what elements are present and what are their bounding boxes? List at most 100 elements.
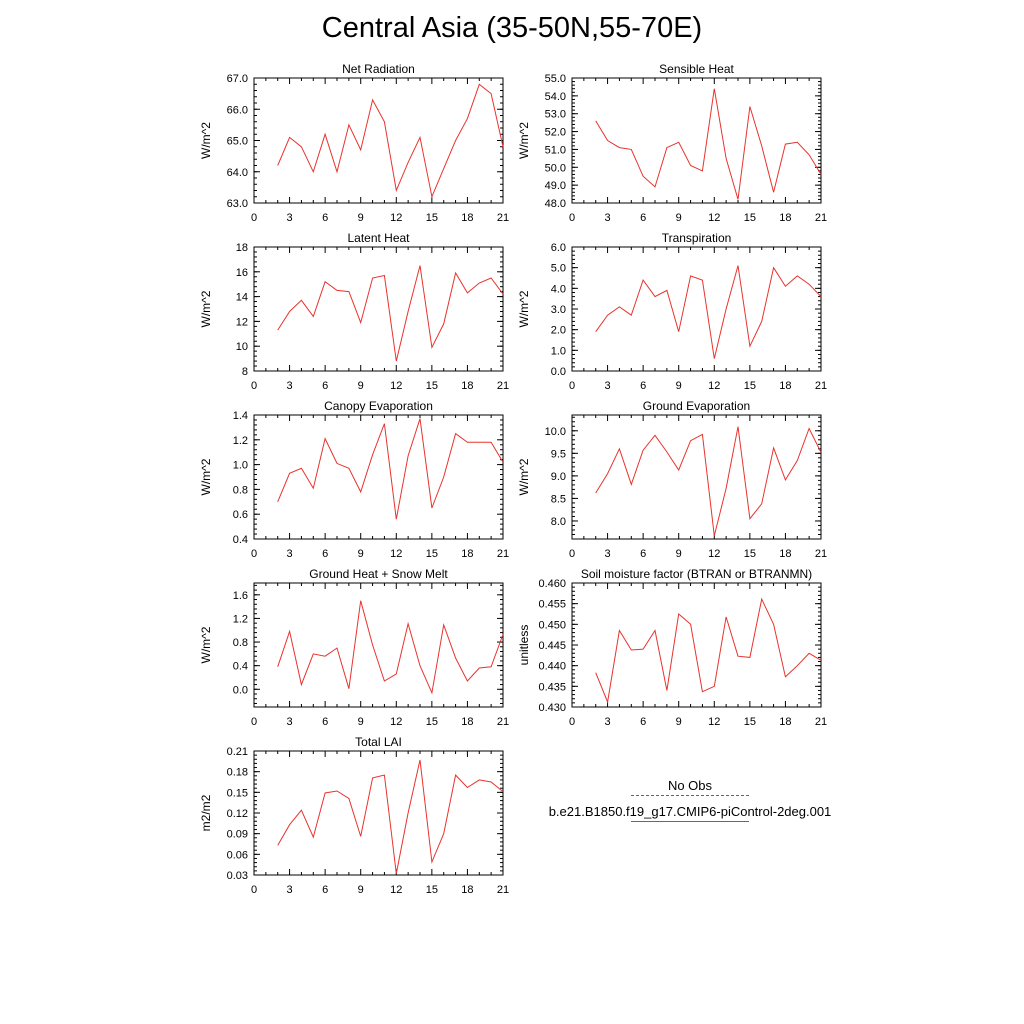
x-tick-label: 6 bbox=[640, 380, 646, 392]
y-tick-label: 1.0 bbox=[551, 345, 566, 357]
y-tick-label: 0.21 bbox=[227, 746, 248, 758]
y-tick-label: 0.0 bbox=[233, 684, 248, 696]
y-tick-label: 0.4 bbox=[233, 661, 248, 673]
x-tick-label: 18 bbox=[461, 380, 473, 392]
y-tick-label: 1.2 bbox=[233, 435, 248, 447]
y-tick-label: 0.440 bbox=[538, 661, 566, 673]
y-tick-label: 0.4 bbox=[233, 534, 248, 546]
y-tick-label: 8 bbox=[242, 366, 248, 378]
series-line bbox=[595, 265, 822, 359]
legend-obs-line bbox=[631, 795, 749, 796]
y-axis-label: m2/m2 bbox=[199, 794, 213, 831]
panel-title: Soil moisture factor (BTRAN or BTRANMN) bbox=[581, 567, 812, 581]
x-tick-label: 9 bbox=[676, 212, 682, 224]
panel-0: Net Radiation W/m^2 0 3 6 9 12 15 18 21 63.0 64.0 65… bbox=[199, 62, 509, 224]
plot-frame bbox=[253, 582, 504, 708]
y-axis-label: W/m^2 bbox=[517, 290, 531, 327]
y-tick-label: 0.6 bbox=[233, 509, 248, 521]
x-tick-label: 9 bbox=[358, 548, 364, 560]
x-tick-label: 18 bbox=[461, 884, 473, 896]
y-tick-label: 8.0 bbox=[551, 516, 566, 528]
panel-4: Canopy Evaporation W/m^2 0 3 6 9 12 15 18 21 0.4 0.… bbox=[199, 399, 509, 560]
panel-title: Ground Heat + Snow Melt bbox=[309, 567, 448, 581]
x-tick-label: 0 bbox=[569, 716, 575, 728]
x-tick-label: 21 bbox=[497, 380, 509, 392]
y-tick-label: 6.0 bbox=[551, 242, 566, 254]
y-axis-label: W/m^2 bbox=[199, 290, 213, 327]
y-tick-label: 10.0 bbox=[545, 426, 566, 438]
y-tick-label: 1.0 bbox=[233, 460, 248, 472]
series-line bbox=[277, 418, 504, 520]
x-tick-label: 12 bbox=[390, 548, 402, 560]
x-tick-label: 18 bbox=[779, 380, 791, 392]
y-tick-label: 5.0 bbox=[551, 263, 566, 275]
x-tick-label: 6 bbox=[322, 212, 328, 224]
x-tick-label: 21 bbox=[815, 716, 827, 728]
x-tick-label: 21 bbox=[497, 212, 509, 224]
series-line bbox=[277, 759, 504, 874]
y-tick-label: 1.4 bbox=[233, 410, 248, 422]
x-tick-label: 0 bbox=[569, 380, 575, 392]
y-tick-label: 0.12 bbox=[227, 808, 248, 820]
x-tick-label: 18 bbox=[779, 212, 791, 224]
y-tick-label: 65.0 bbox=[227, 136, 248, 148]
y-tick-label: 16 bbox=[236, 267, 248, 279]
x-tick-label: 3 bbox=[605, 212, 611, 224]
y-tick-label: 64.0 bbox=[227, 167, 248, 179]
panel-title: Latent Heat bbox=[347, 231, 410, 245]
panel-title: Sensible Heat bbox=[659, 62, 734, 76]
series-line bbox=[595, 426, 822, 536]
x-tick-label: 12 bbox=[390, 380, 402, 392]
x-tick-label: 3 bbox=[287, 884, 293, 896]
x-tick-label: 21 bbox=[497, 548, 509, 560]
y-tick-label: 52.0 bbox=[545, 127, 566, 139]
x-tick-label: 15 bbox=[426, 380, 438, 392]
y-tick-label: 66.0 bbox=[227, 104, 248, 116]
y-tick-label: 67.0 bbox=[227, 73, 248, 85]
x-tick-label: 6 bbox=[640, 548, 646, 560]
panel-8: Total LAI m2/m2 0 3 6 9 12 15 18 21 0.03 0.06 0.09 0.… bbox=[199, 735, 509, 896]
x-tick-label: 18 bbox=[461, 716, 473, 728]
y-tick-label: 0.435 bbox=[538, 681, 566, 693]
series-line bbox=[277, 600, 504, 695]
y-tick-label: 2.0 bbox=[551, 325, 566, 337]
x-tick-label: 6 bbox=[322, 380, 328, 392]
panel-1: Sensible Heat W/m^2 0 3 6 9 12 15 18 21 48.0 49.0 50… bbox=[517, 62, 827, 224]
y-tick-label: 4.0 bbox=[551, 283, 566, 295]
y-tick-label: 0.0 bbox=[551, 366, 566, 378]
panel-5: Ground Evaporation W/m^2 0 3 6 9 12 15 18 21 8.0 8.… bbox=[517, 399, 827, 560]
series-line bbox=[277, 83, 504, 199]
x-tick-label: 9 bbox=[358, 380, 364, 392]
panel-title: Transpiration bbox=[662, 231, 732, 245]
y-axis-label: W/m^2 bbox=[199, 122, 213, 159]
y-tick-label: 0.15 bbox=[227, 787, 248, 799]
y-tick-label: 49.0 bbox=[545, 180, 566, 192]
legend: No Obs b.e21.B1850.f19_g17.CMIP6-piContr… bbox=[530, 778, 850, 830]
plot-frame bbox=[253, 77, 504, 204]
x-tick-label: 0 bbox=[251, 380, 257, 392]
plot-frame bbox=[253, 750, 504, 876]
y-tick-label: 9.5 bbox=[551, 448, 566, 460]
x-tick-label: 15 bbox=[744, 212, 756, 224]
x-tick-label: 21 bbox=[815, 212, 827, 224]
y-axis-label: W/m^2 bbox=[199, 458, 213, 495]
series-line bbox=[595, 88, 822, 200]
x-tick-label: 15 bbox=[744, 548, 756, 560]
y-tick-label: 51.0 bbox=[545, 144, 566, 156]
x-tick-label: 12 bbox=[390, 716, 402, 728]
panel-6: Ground Heat + Snow Melt W/m^2 0 3 6 9 12 15 18 21… bbox=[199, 567, 509, 728]
y-tick-label: 53.0 bbox=[545, 109, 566, 121]
x-tick-label: 12 bbox=[390, 884, 402, 896]
x-tick-label: 0 bbox=[251, 716, 257, 728]
x-tick-label: 9 bbox=[676, 716, 682, 728]
x-tick-label: 15 bbox=[426, 884, 438, 896]
y-tick-label: 3.0 bbox=[551, 304, 566, 316]
panel-7: Soil moisture factor (BTRAN or BTRANMN) u… bbox=[517, 567, 827, 728]
x-tick-label: 21 bbox=[815, 380, 827, 392]
x-tick-label: 18 bbox=[461, 548, 473, 560]
series-line bbox=[595, 597, 822, 704]
y-axis-label: W/m^2 bbox=[517, 122, 531, 159]
legend-obs-label: No Obs bbox=[667, 778, 713, 793]
x-tick-label: 15 bbox=[426, 548, 438, 560]
x-tick-label: 0 bbox=[251, 884, 257, 896]
